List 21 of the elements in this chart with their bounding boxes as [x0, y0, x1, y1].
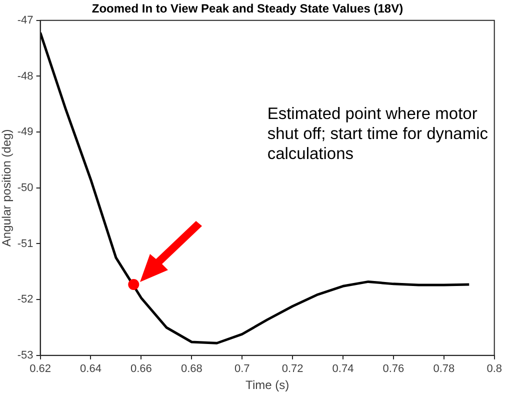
y-tick-label: -48 [17, 70, 34, 82]
x-tick-label: 0.62 [30, 363, 52, 376]
x-tick-label: 0.68 [180, 363, 202, 376]
x-tick-label: 0.78 [433, 363, 455, 376]
y-tick-label: -51 [17, 238, 34, 250]
chart-title: Zoomed In to View Peak and Steady State Values (18V) [92, 2, 404, 16]
x-tick-label: 0.8 [486, 363, 502, 376]
x-tick-label: 0.74 [332, 363, 354, 376]
x-tick-label: 0.7 [234, 363, 250, 376]
y-axis-title: Angular position (deg) [0, 129, 14, 247]
y-tick-label: -49 [17, 126, 34, 138]
x-tick-label: 0.66 [130, 363, 152, 376]
y-tick-label: -52 [17, 294, 34, 306]
x-axis-title: Time (s) [246, 378, 290, 392]
x-tick-label: 0.64 [80, 363, 102, 376]
y-tick-label: -50 [17, 182, 34, 194]
y-tick-label: -53 [17, 349, 34, 362]
annotation: Estimated point where motor shut off; start time for dynamic calculations [267, 104, 490, 164]
x-tick-label: 0.76 [382, 363, 404, 376]
y-tick-label: -47 [17, 14, 34, 26]
x-tick-label: 0.72 [282, 363, 304, 376]
